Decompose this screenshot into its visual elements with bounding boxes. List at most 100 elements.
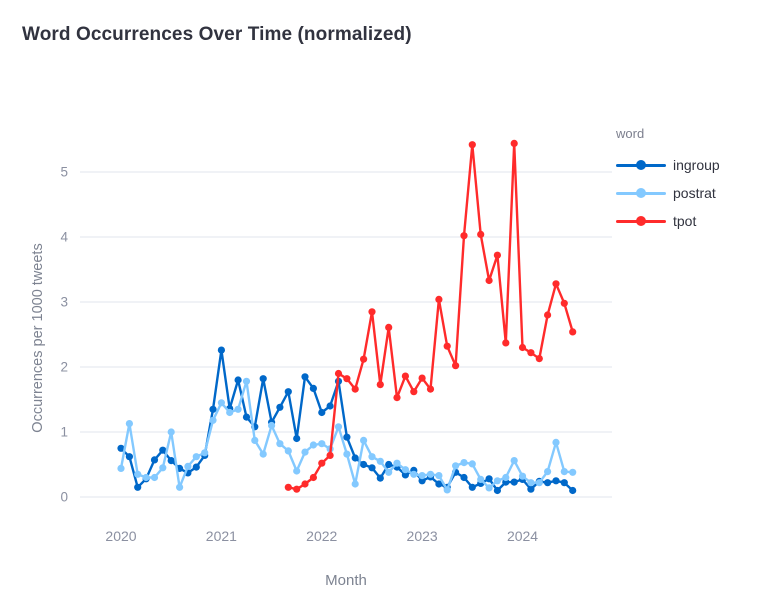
data-point-tpot[interactable] <box>368 308 376 316</box>
data-point-ingroup[interactable] <box>309 384 317 392</box>
data-point-tpot[interactable] <box>318 459 326 467</box>
data-point-postrat[interactable] <box>259 450 267 458</box>
data-point-ingroup[interactable] <box>209 405 217 413</box>
data-point-postrat[interactable] <box>418 472 426 480</box>
data-point-postrat[interactable] <box>142 473 150 482</box>
data-point-postrat[interactable] <box>443 486 451 494</box>
data-point-tpot[interactable] <box>351 385 359 393</box>
data-point-postrat[interactable] <box>368 453 376 461</box>
data-point-ingroup[interactable] <box>125 453 133 461</box>
data-point-postrat[interactable] <box>192 453 200 461</box>
data-point-tpot[interactable] <box>426 385 435 393</box>
legend-item-ingroup[interactable]: ingroup <box>616 151 720 179</box>
data-point-ingroup[interactable] <box>318 408 326 417</box>
data-point-postrat[interactable] <box>468 460 476 468</box>
data-point-postrat[interactable] <box>309 441 317 449</box>
data-point-postrat[interactable] <box>485 484 493 492</box>
data-point-postrat[interactable] <box>376 457 384 465</box>
data-point-tpot[interactable] <box>418 374 426 382</box>
data-point-postrat[interactable] <box>502 473 510 482</box>
data-point-tpot[interactable] <box>569 328 577 336</box>
data-point-postrat[interactable] <box>176 483 184 491</box>
data-point-ingroup[interactable] <box>468 483 476 491</box>
data-point-ingroup[interactable] <box>217 346 225 354</box>
data-point-postrat[interactable] <box>452 462 460 470</box>
data-point-postrat[interactable] <box>268 421 276 430</box>
data-point-postrat[interactable] <box>510 457 518 465</box>
data-point-ingroup[interactable] <box>527 485 535 493</box>
data-point-postrat[interactable] <box>426 470 435 478</box>
data-point-tpot[interactable] <box>468 141 476 149</box>
data-point-postrat[interactable] <box>552 438 560 446</box>
data-point-tpot[interactable] <box>493 251 501 259</box>
data-point-ingroup[interactable] <box>485 475 493 483</box>
data-point-postrat[interactable] <box>293 467 301 475</box>
data-point-ingroup[interactable] <box>510 478 518 486</box>
data-point-tpot[interactable] <box>293 485 301 493</box>
data-point-ingroup[interactable] <box>326 402 334 410</box>
data-point-ingroup[interactable] <box>569 486 577 495</box>
data-point-ingroup[interactable] <box>150 456 159 464</box>
data-point-postrat[interactable] <box>343 450 351 458</box>
data-point-tpot[interactable] <box>435 295 443 303</box>
data-point-postrat[interactable] <box>251 436 259 444</box>
data-point-ingroup[interactable] <box>460 473 468 482</box>
data-point-tpot[interactable] <box>410 388 418 396</box>
data-point-tpot[interactable] <box>452 362 460 370</box>
data-point-ingroup[interactable] <box>276 403 284 411</box>
data-point-postrat[interactable] <box>544 468 552 476</box>
data-point-ingroup[interactable] <box>159 446 167 454</box>
data-point-postrat[interactable] <box>527 479 535 487</box>
data-point-tpot[interactable] <box>485 276 493 285</box>
data-point-ingroup[interactable] <box>544 479 552 487</box>
data-point-postrat[interactable] <box>393 459 401 467</box>
data-point-postrat[interactable] <box>284 447 292 455</box>
data-point-tpot[interactable] <box>560 299 568 307</box>
data-point-tpot[interactable] <box>343 375 351 383</box>
data-point-tpot[interactable] <box>360 355 368 363</box>
legend-item-postrat[interactable]: postrat <box>616 179 720 207</box>
data-point-ingroup[interactable] <box>401 471 409 479</box>
data-point-ingroup[interactable] <box>351 454 359 462</box>
data-point-ingroup[interactable] <box>242 413 251 421</box>
data-point-tpot[interactable] <box>284 483 292 491</box>
data-point-ingroup[interactable] <box>376 474 384 482</box>
data-point-postrat[interactable] <box>493 477 501 485</box>
data-point-tpot[interactable] <box>502 339 510 347</box>
data-point-postrat[interactable] <box>477 475 485 483</box>
data-point-ingroup[interactable] <box>385 460 393 469</box>
data-point-ingroup[interactable] <box>134 483 142 491</box>
data-point-postrat[interactable] <box>569 468 577 476</box>
data-point-postrat[interactable] <box>117 464 125 472</box>
data-point-postrat[interactable] <box>560 468 568 476</box>
data-point-ingroup[interactable] <box>552 477 560 485</box>
data-point-postrat[interactable] <box>460 459 468 467</box>
data-point-postrat[interactable] <box>410 470 418 478</box>
data-point-tpot[interactable] <box>334 369 343 378</box>
data-point-tpot[interactable] <box>477 230 485 238</box>
data-point-postrat[interactable] <box>385 468 393 476</box>
data-point-ingroup[interactable] <box>167 457 175 465</box>
data-point-ingroup[interactable] <box>368 464 376 472</box>
data-point-ingroup[interactable] <box>418 477 426 485</box>
data-point-postrat[interactable] <box>159 464 167 472</box>
data-point-postrat[interactable] <box>334 423 343 431</box>
data-point-postrat[interactable] <box>518 472 527 480</box>
data-point-tpot[interactable] <box>527 349 535 357</box>
data-point-ingroup[interactable] <box>293 434 301 443</box>
data-point-tpot[interactable] <box>552 280 560 288</box>
data-point-postrat[interactable] <box>351 480 359 488</box>
data-point-tpot[interactable] <box>385 323 393 331</box>
data-point-ingroup[interactable] <box>284 388 292 396</box>
legend-item-tpot[interactable]: tpot <box>616 207 720 235</box>
data-point-ingroup[interactable] <box>234 376 242 384</box>
data-point-tpot[interactable] <box>393 394 401 402</box>
data-point-ingroup[interactable] <box>259 375 267 383</box>
data-point-ingroup[interactable] <box>435 480 443 488</box>
data-point-postrat[interactable] <box>150 473 159 482</box>
data-point-postrat[interactable] <box>401 466 409 474</box>
data-point-tpot[interactable] <box>301 480 309 488</box>
data-point-tpot[interactable] <box>326 451 334 459</box>
data-point-ingroup[interactable] <box>493 486 501 495</box>
data-point-ingroup[interactable] <box>192 463 200 471</box>
